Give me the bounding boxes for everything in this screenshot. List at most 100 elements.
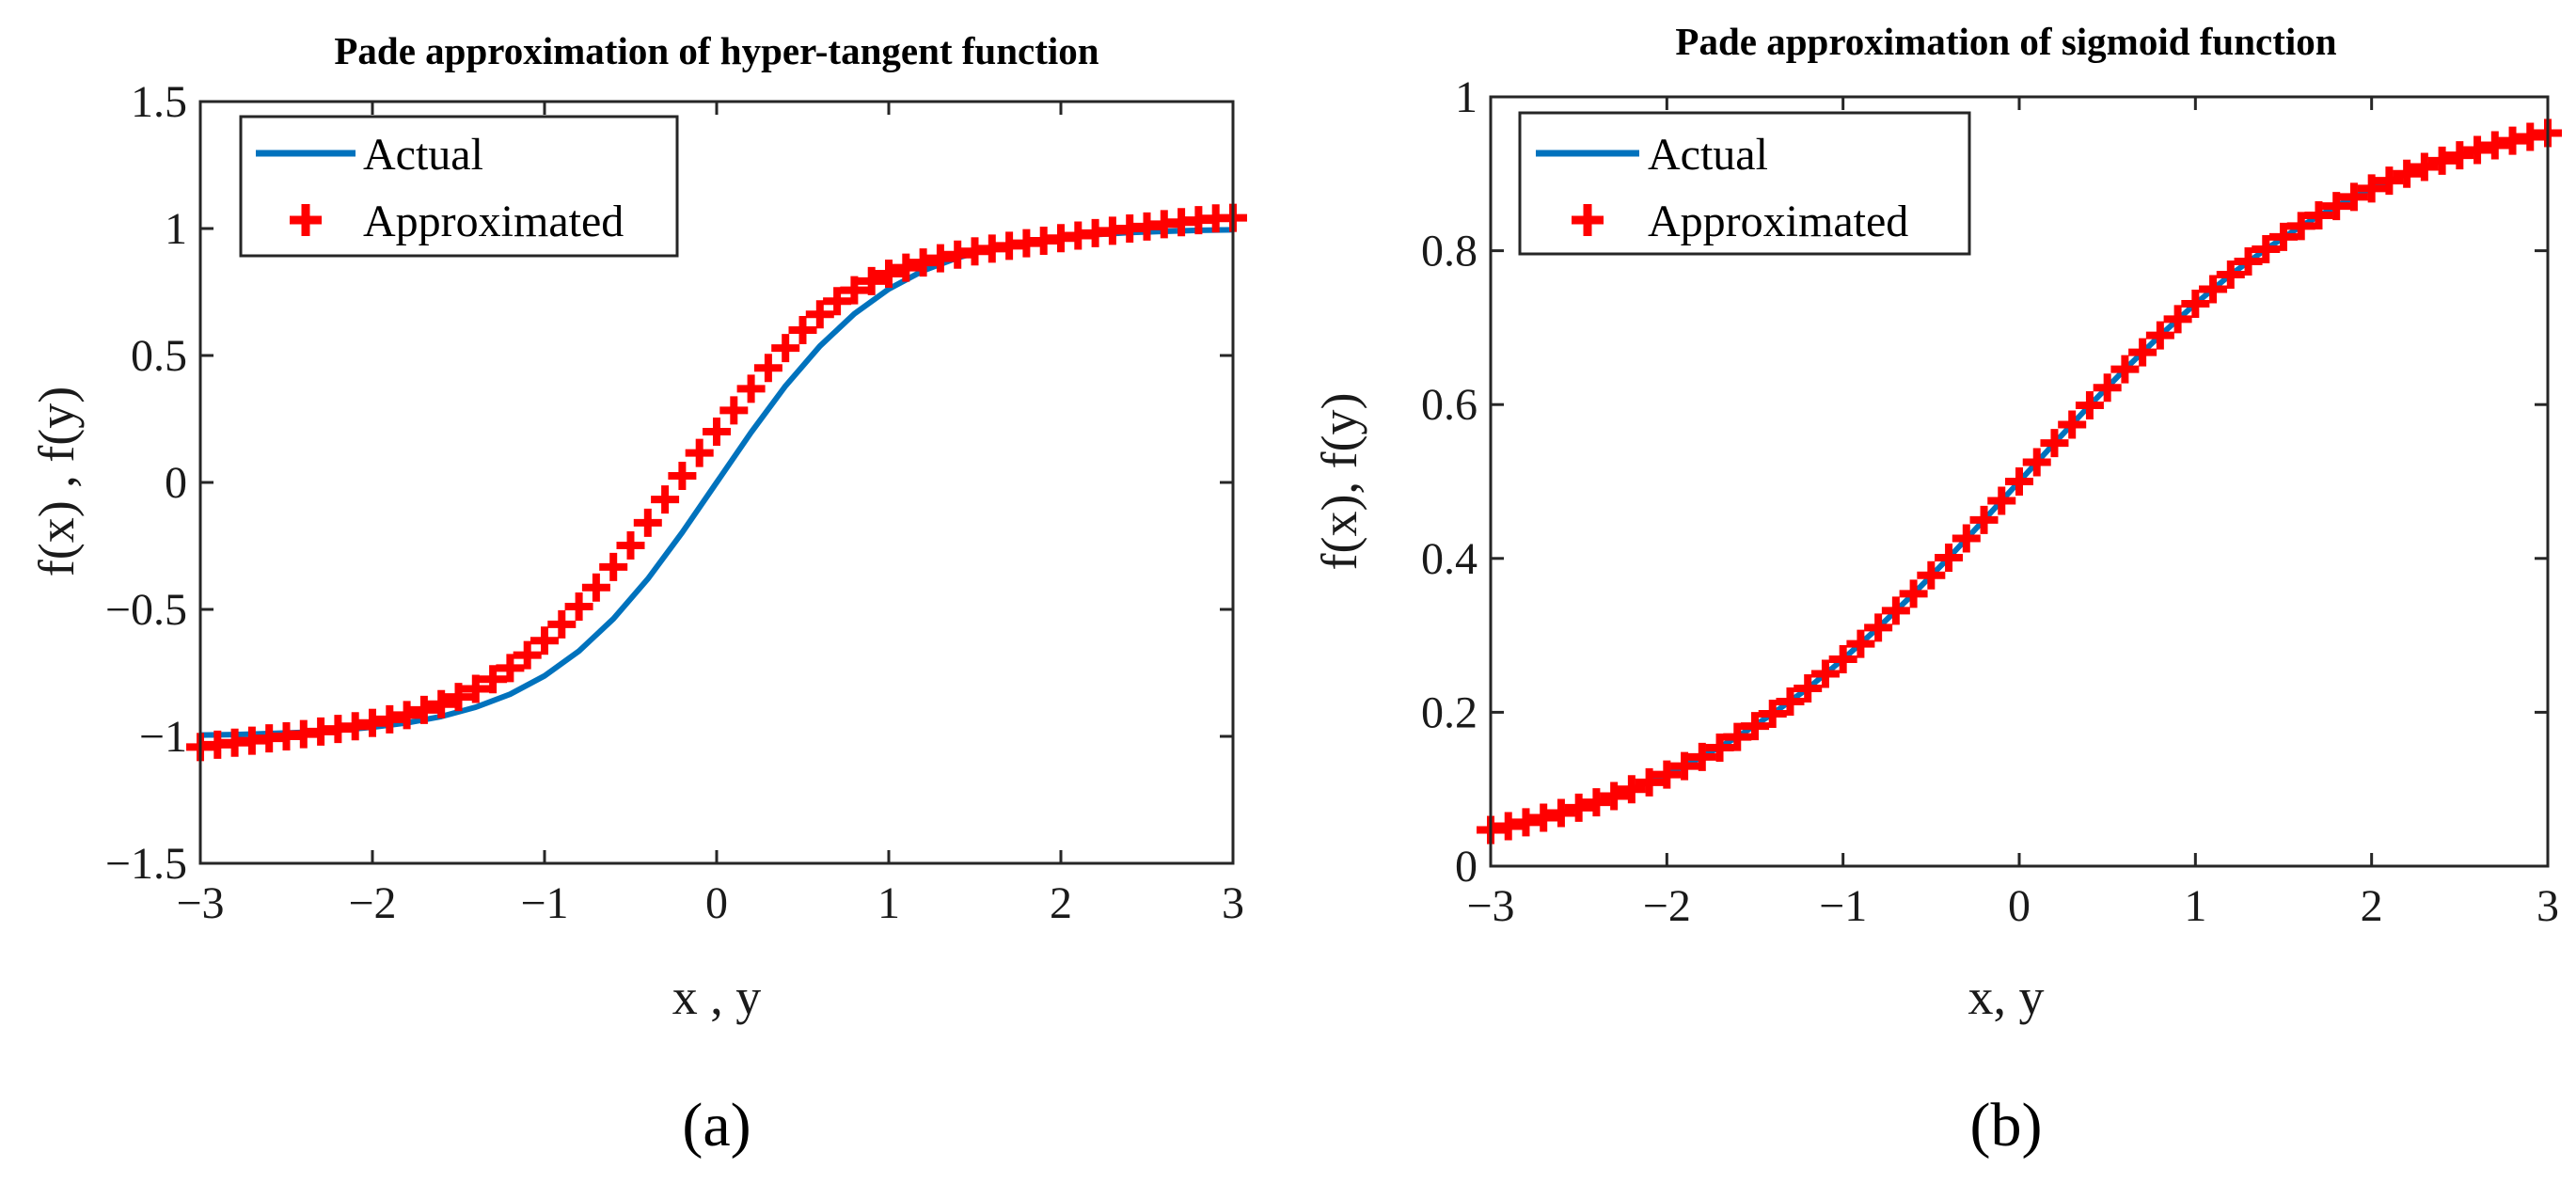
data-point-marker [2110,355,2140,384]
data-point-marker [581,573,610,602]
x-tick-label: 0 [2008,881,2031,931]
x-tick-label: −2 [348,878,396,928]
data-point-marker [1546,798,1575,828]
data-point-marker [875,260,903,289]
data-point-marker [2410,152,2439,182]
y-tick-label: 1 [1455,72,1478,122]
data-point-marker [2375,166,2404,196]
data-point-marker [1705,734,1734,763]
x-axis-label: x, y [1968,969,2045,1025]
panel-a: Pade approximation of hyper-tangent func… [28,29,1247,1160]
data-point-marker [668,461,697,490]
x-tick-label: 1 [877,878,900,928]
y-tick-label: 0.6 [1421,380,1478,430]
panel-caption: (b) [1970,1091,2043,1160]
data-point-marker [1564,793,1593,822]
data-point-marker [616,530,645,560]
data-point-marker [599,552,628,581]
data-point-marker [1810,659,1840,688]
data-point-marker [2163,305,2192,334]
data-point-marker [1511,808,1541,837]
data-point-marker [823,287,852,316]
data-point-marker [771,334,800,363]
chart-title: Pade approximation of sigmoid function [1675,20,2336,63]
series-markers-approximated [1477,118,2562,845]
data-point-marker [2022,448,2051,477]
data-point-marker [2445,141,2474,170]
data-point-marker [392,701,421,730]
x-tick-label: −3 [176,878,224,928]
data-point-marker [892,253,921,282]
y-tick-label: 0.5 [131,331,187,381]
data-point-marker [2480,131,2509,160]
data-point-marker [2199,275,2228,304]
legend: Actual Approximated [239,115,679,258]
y-tick-label: 0 [165,458,187,508]
data-point-marker [2181,290,2210,319]
data-point-marker [2498,126,2527,155]
plot-area [1477,118,2562,845]
chart-title: Pade approximation of hyper-tangent func… [334,29,1098,72]
data-point-marker [2269,222,2298,251]
data-point-marker [1794,674,1823,703]
data-point-marker [2093,373,2122,403]
data-point-marker [2304,200,2333,229]
data-point-marker [2427,146,2457,175]
data-point-marker [840,276,869,305]
panel-caption: (a) [682,1091,751,1160]
data-point-marker [1635,767,1664,797]
data-point-marker [2145,321,2174,350]
data-point-marker [2357,174,2386,203]
data-point-marker [1969,505,1999,534]
data-point-marker [1917,560,1946,590]
data-point-marker [427,689,456,718]
y-tick-label: −1 [139,712,187,762]
data-point-marker [2339,182,2368,212]
x-tick-label: −1 [520,878,568,928]
data-point-marker [1741,712,1769,741]
x-tick-label: −2 [1643,881,1691,931]
data-point-marker [1652,760,1682,789]
data-point-marker [1864,613,1893,642]
legend-entry-actual: Actual [1648,130,1768,180]
data-point-marker [2286,212,2315,241]
data-point-marker [857,266,886,295]
data-point-marker [1617,775,1646,804]
legend-entry-actual: Actual [363,130,483,180]
legend-box [239,115,679,258]
y-tick-label: −0.5 [105,585,187,635]
data-point-marker [1582,788,1611,817]
data-point-marker [2216,260,2245,289]
y-axis-label: f(x), f(y) [1311,393,1367,571]
y-tick-label: 1.5 [131,77,187,127]
data-point-marker [1758,700,1787,729]
data-point-marker [2516,122,2545,151]
data-point-marker [2393,159,2422,188]
x-tick-label: 3 [2536,881,2559,931]
data-point-marker [2463,135,2492,165]
data-point-marker [1935,543,1964,572]
data-point-marker [633,508,662,537]
series-markers-approximated [186,203,1247,762]
data-point-marker [1670,751,1699,781]
data-point-marker [1529,803,1558,832]
data-point-marker [805,300,834,329]
data-point-marker [651,485,680,514]
data-point-marker [1881,596,1910,625]
data-point-marker [719,396,749,425]
data-point-marker [2040,429,2069,458]
axes-box [198,100,1235,865]
data-point-marker [496,654,525,683]
data-point-marker [375,704,404,734]
legend-box [1518,111,1971,256]
data-point-marker [2058,410,2087,439]
y-tick-label: 0.8 [1421,227,1478,276]
data-point-marker [444,683,473,712]
legend-marker-swatch [1572,204,1604,236]
panel-b: Pade approximation of sigmoid function x… [1311,20,2562,1160]
data-point-marker [1687,742,1716,771]
legend-marker-swatch [290,204,322,236]
data-point-marker [547,609,577,639]
data-point-marker [2322,192,2351,221]
